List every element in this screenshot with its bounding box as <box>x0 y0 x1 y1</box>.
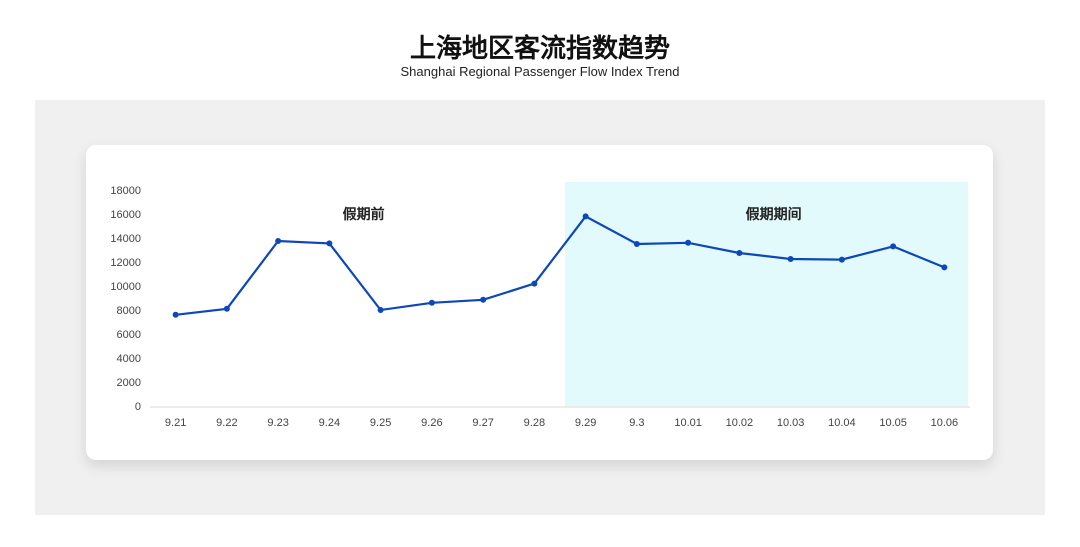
y-tick-label: 10000 <box>110 281 141 293</box>
data-point <box>480 296 487 303</box>
x-tick-label: 10.03 <box>777 417 805 429</box>
data-point <box>428 299 435 306</box>
series-line <box>175 214 945 316</box>
y-tick-label: 6000 <box>117 329 141 341</box>
data-point <box>377 307 384 313</box>
data-point <box>582 213 589 220</box>
period-annotation: 假期前 <box>343 206 385 223</box>
x-tick-label: 9.24 <box>319 417 340 429</box>
y-tick-label: 4000 <box>117 353 141 365</box>
x-tick-label: 9.29 <box>575 417 596 429</box>
x-tick-label: 9.26 <box>421 417 442 429</box>
x-tick-label: 9.22 <box>216 417 237 429</box>
x-tick-label: 9.28 <box>524 417 545 429</box>
x-tick-label: 9.25 <box>370 417 391 429</box>
holiday-shaded-region <box>565 182 968 406</box>
data-point <box>172 311 179 318</box>
data-point <box>275 238 282 244</box>
data-point <box>890 243 897 250</box>
data-point <box>685 239 692 246</box>
period-annotation: 假期期间 <box>746 206 802 223</box>
data-point <box>223 305 230 312</box>
x-tick-label: 9.23 <box>267 417 288 429</box>
data-point <box>787 256 794 262</box>
y-tick-label: 16000 <box>110 209 141 221</box>
x-tick-label: 10.05 <box>879 417 907 429</box>
x-tick-label: 10.01 <box>674 417 702 429</box>
chart-subtitle: Shanghai Regional Passenger Flow Index T… <box>400 64 680 79</box>
x-tick-label: 10.02 <box>726 417 754 429</box>
x-tick-label: 10.06 <box>931 417 959 429</box>
x-tick-label: 10.04 <box>828 417 856 429</box>
y-tick-label: 12000 <box>110 257 141 269</box>
data-point <box>736 250 743 256</box>
x-tick-label: 9.21 <box>165 417 186 429</box>
y-tick-label: 8000 <box>117 305 141 317</box>
y-tick-label: 14000 <box>110 233 141 245</box>
x-tick-label: 9.27 <box>472 417 493 429</box>
x-tick-label: 9.3 <box>629 417 644 429</box>
y-tick-label: 18000 <box>110 185 141 197</box>
chart-title: 上海地区客流指数趋势 <box>409 34 670 64</box>
data-point <box>838 256 845 263</box>
y-tick-label: 0 <box>135 401 141 413</box>
data-point <box>326 240 333 247</box>
data-point <box>633 241 640 247</box>
data-point <box>941 264 948 271</box>
data-point <box>531 280 538 287</box>
y-tick-label: 2000 <box>117 377 141 389</box>
